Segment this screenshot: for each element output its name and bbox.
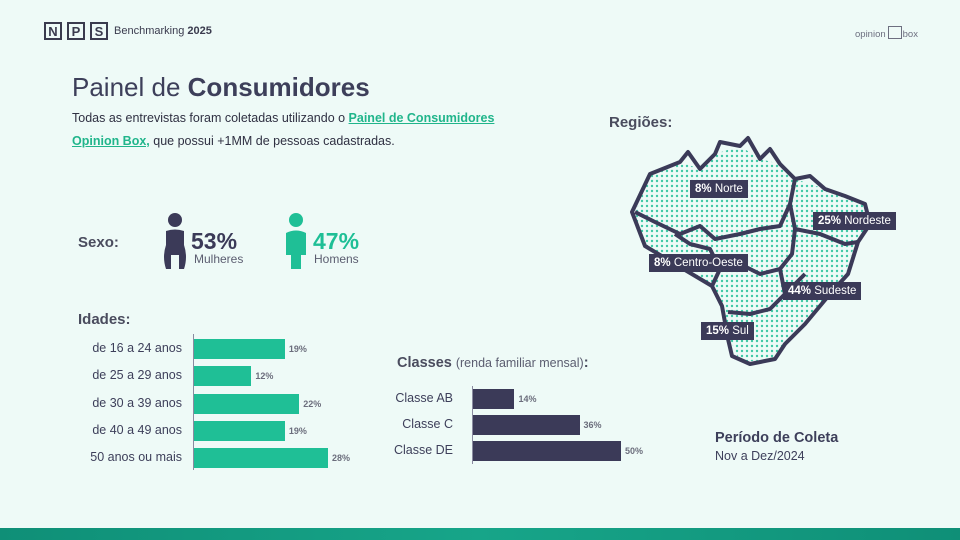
benchmark-subtitle-year: 2025: [187, 25, 212, 37]
nps-letter-n: N: [44, 22, 62, 40]
age-value: 19%: [288, 425, 307, 436]
female-label: Mulheres: [194, 252, 244, 266]
class-bar: [473, 415, 580, 435]
age-value: 12%: [255, 371, 274, 382]
age-bar: [194, 448, 328, 469]
age-bar: [194, 393, 300, 414]
benchmark-subtitle-prefix: Benchmarking: [114, 25, 185, 37]
age-label: de 25 a 29 anos: [92, 368, 182, 383]
panel-link[interactable]: Painel de Consumidores Opinion Box,: [72, 111, 495, 148]
class-bar: [473, 441, 621, 461]
periodo-value: Nov a Dez/2024: [715, 449, 805, 463]
opinion-box-logo: opinion box: [855, 26, 918, 43]
region-norte-name: Norte: [714, 183, 743, 195]
region-sudeste-pct: 44%: [788, 285, 812, 297]
brand-right-text: box: [902, 29, 918, 40]
page-title: Painel de Consumidores: [72, 72, 370, 103]
regioes-label: Regiões:: [609, 114, 673, 131]
title-prefix: Painel de: [72, 72, 181, 102]
age-label: de 16 a 24 anos: [92, 341, 182, 355]
region-tag-norte: 8% Norte: [690, 180, 748, 198]
age-label: 50 anos ou mais: [90, 450, 182, 465]
class-value: 36%: [583, 420, 602, 430]
region-tag-centro-oeste: 8% Centro-Oeste: [649, 254, 748, 272]
region-centro-oeste-pct: 8%: [654, 257, 671, 269]
nps-letter-s: S: [90, 22, 108, 40]
region-nordeste-pct: 25%: [818, 215, 842, 227]
region-tag-sudeste: 44% Sudeste: [783, 282, 862, 300]
male-pct: 47%: [313, 228, 360, 254]
periodo-coleta: Período de Coleta Nov a Dez/2024: [715, 430, 838, 463]
classes-label-colon: :: [583, 355, 589, 371]
age-value: 28%: [332, 453, 351, 464]
male-person-icon: [281, 213, 311, 269]
age-value: 19%: [288, 344, 307, 354]
idades-axis: [193, 334, 194, 470]
region-norte-pct: 8%: [695, 183, 712, 195]
footer-bar: [0, 528, 960, 540]
intro-after: que possui +1MM de pessoas cadastradas.: [149, 134, 395, 148]
class-value: 14%: [518, 394, 537, 404]
region-tag-sul: 15% Sul: [701, 322, 754, 340]
nps-logo: N P S Benchmarking 2025: [44, 22, 212, 40]
periodo-title: Período de Coleta: [715, 430, 839, 446]
benchmark-subtitle: Benchmarking 2025: [114, 25, 212, 37]
class-value: 50%: [625, 446, 644, 456]
female-person-icon: [160, 213, 190, 269]
class-label: Classe C: [402, 417, 453, 431]
brazil-map-icon: [630, 136, 872, 366]
age-label: de 30 a 39 anos: [92, 395, 182, 410]
sexo-label: Sexo:: [78, 234, 119, 251]
classes-label-note: (renda familiar mensal): [455, 356, 584, 370]
age-bar: [194, 420, 285, 441]
region-sul-name: Sul: [732, 325, 749, 337]
female-pct: 53%: [191, 228, 238, 254]
nps-letter-p: P: [67, 22, 85, 40]
classes-label: Classes (renda familiar mensal):: [397, 355, 589, 371]
male-label: Homens: [314, 252, 359, 266]
intro-text: Todas as entrevistas foram coletadas uti…: [72, 107, 542, 153]
classes-axis: [472, 386, 473, 464]
region-tag-nordeste: 25% Nordeste: [813, 212, 896, 230]
brand-left-text: opinion: [855, 29, 886, 40]
title-bold: Consumidores: [187, 72, 370, 102]
brand-square-icon: [887, 26, 902, 39]
intro-before: Todas as entrevistas foram coletadas uti…: [72, 111, 349, 125]
age-label: de 40 a 49 anos: [92, 422, 182, 437]
class-label: Classe DE: [393, 443, 453, 457]
class-bar: [473, 389, 515, 409]
age-bar: [194, 366, 252, 387]
region-sul-pct: 15%: [706, 325, 730, 337]
class-label: Classe AB: [395, 391, 453, 405]
region-nordeste-name: Nordeste: [844, 215, 891, 227]
region-sudeste-name: Sudeste: [814, 285, 857, 297]
region-centro-oeste-name: Centro-Oeste: [673, 257, 743, 269]
age-value: 22%: [303, 398, 322, 409]
classes-label-title: Classes: [397, 355, 452, 371]
age-bar: [194, 339, 285, 359]
idades-label: Idades:: [78, 311, 131, 328]
